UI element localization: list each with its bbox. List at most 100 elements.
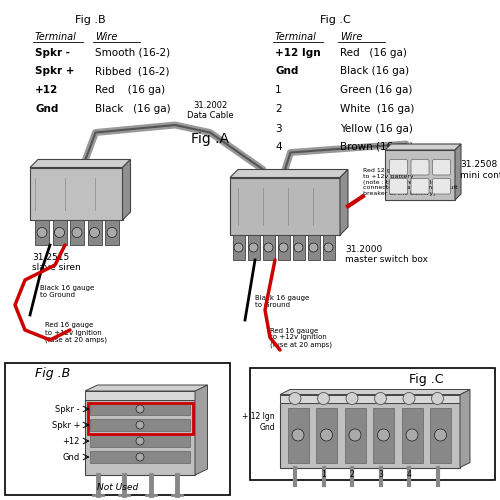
Text: White  (16 ga): White (16 ga) — [340, 104, 414, 115]
Text: Red    (16 ga): Red (16 ga) — [95, 86, 165, 96]
Text: Terminal: Terminal — [275, 32, 317, 42]
Bar — [385, 150, 455, 200]
Text: Not Used: Not Used — [98, 484, 138, 492]
FancyBboxPatch shape — [390, 160, 407, 175]
Circle shape — [374, 392, 386, 404]
Text: Gnd: Gnd — [63, 452, 80, 462]
Bar — [90, 434, 190, 447]
Text: Spkr +: Spkr + — [52, 420, 80, 430]
Circle shape — [249, 243, 258, 252]
Text: Wire: Wire — [95, 32, 118, 42]
Text: Terminal: Terminal — [35, 32, 77, 42]
Text: Red 12 gauge
to +12v Battery
(note : this wire should be
connected to a 50 amp c: Red 12 gauge to +12v Battery (note : thi… — [363, 168, 458, 196]
Circle shape — [90, 228, 100, 237]
Text: 31.2002
Data Cable: 31.2002 Data Cable — [186, 100, 234, 120]
Text: Spkr -: Spkr - — [35, 48, 70, 58]
Text: Black 16 gauge
to Ground: Black 16 gauge to Ground — [40, 285, 94, 298]
Circle shape — [406, 429, 418, 441]
Bar — [280, 394, 460, 402]
Bar — [105, 220, 119, 245]
Circle shape — [346, 392, 358, 404]
Text: Gnd: Gnd — [35, 104, 58, 115]
Polygon shape — [280, 390, 470, 394]
Circle shape — [107, 228, 117, 237]
FancyBboxPatch shape — [432, 178, 450, 194]
Bar — [230, 178, 340, 235]
Circle shape — [294, 243, 303, 252]
Circle shape — [136, 437, 144, 445]
Text: Brown (16 ga): Brown (16 ga) — [340, 142, 413, 152]
Bar — [262, 235, 274, 260]
Circle shape — [320, 429, 332, 441]
Polygon shape — [85, 385, 208, 391]
Polygon shape — [195, 385, 207, 475]
Bar — [52, 220, 66, 245]
Circle shape — [324, 243, 333, 252]
Circle shape — [434, 429, 446, 441]
Text: Wire: Wire — [340, 32, 362, 42]
Text: 3: 3 — [275, 124, 281, 134]
Text: Fig .A: Fig .A — [191, 132, 229, 146]
Text: 1: 1 — [321, 470, 326, 479]
Bar — [90, 418, 190, 431]
Text: + 12 Ign
Gnd: + 12 Ign Gnd — [242, 412, 275, 432]
FancyBboxPatch shape — [432, 160, 450, 175]
Circle shape — [279, 243, 288, 252]
Circle shape — [292, 429, 304, 441]
Text: Black (16 ga): Black (16 ga) — [340, 66, 409, 76]
Circle shape — [378, 429, 390, 441]
Circle shape — [234, 243, 243, 252]
Text: 31.2515
slave siren: 31.2515 slave siren — [32, 252, 81, 272]
Bar — [88, 220, 102, 245]
Bar — [344, 408, 366, 463]
Circle shape — [318, 392, 330, 404]
Bar — [292, 235, 304, 260]
Text: +12 Ign: +12 Ign — [275, 48, 320, 58]
Text: 31.2000
master switch box: 31.2000 master switch box — [345, 245, 428, 264]
Text: +12: +12 — [35, 86, 58, 96]
Bar — [280, 402, 460, 468]
Bar — [85, 391, 195, 400]
Circle shape — [136, 405, 144, 413]
Circle shape — [136, 453, 144, 461]
Polygon shape — [455, 144, 461, 200]
Text: Fig .B: Fig .B — [35, 368, 70, 380]
Text: 2: 2 — [275, 104, 281, 115]
Bar — [90, 402, 190, 415]
Polygon shape — [460, 390, 470, 468]
Bar — [288, 408, 308, 463]
Text: Red 16 gauge
to +12v Ignition
(fuse at 20 amps): Red 16 gauge to +12v Ignition (fuse at 2… — [45, 322, 107, 343]
Bar — [316, 408, 337, 463]
Circle shape — [264, 243, 273, 252]
Bar — [322, 235, 334, 260]
Text: 4: 4 — [406, 470, 412, 479]
Bar — [278, 235, 289, 260]
Text: Green (16 ga): Green (16 ga) — [340, 86, 412, 96]
Bar — [90, 450, 190, 463]
Text: Fig .B: Fig .B — [74, 15, 106, 25]
Circle shape — [349, 429, 361, 441]
Bar — [232, 235, 244, 260]
Text: Spkr -: Spkr - — [56, 404, 80, 413]
Bar — [5, 362, 230, 495]
Text: Black   (16 ga): Black (16 ga) — [95, 104, 170, 115]
Bar — [70, 220, 84, 245]
Circle shape — [72, 228, 82, 237]
Circle shape — [432, 392, 444, 404]
Circle shape — [37, 228, 47, 237]
Bar — [248, 235, 260, 260]
FancyBboxPatch shape — [411, 160, 429, 175]
Text: Spkr +: Spkr + — [35, 66, 74, 76]
Bar — [402, 408, 422, 463]
Text: Yellow (16 ga): Yellow (16 ga) — [340, 124, 413, 134]
FancyBboxPatch shape — [390, 178, 407, 194]
Circle shape — [309, 243, 318, 252]
Bar — [250, 368, 495, 480]
Circle shape — [289, 392, 301, 404]
Text: Red 16 gauge
to +12v Ignition
(fuse at 20 amps): Red 16 gauge to +12v Ignition (fuse at 2… — [270, 328, 332, 348]
Polygon shape — [340, 170, 348, 235]
Bar — [88, 402, 192, 434]
Text: 4: 4 — [275, 142, 281, 152]
Polygon shape — [30, 160, 130, 168]
Polygon shape — [122, 160, 130, 220]
